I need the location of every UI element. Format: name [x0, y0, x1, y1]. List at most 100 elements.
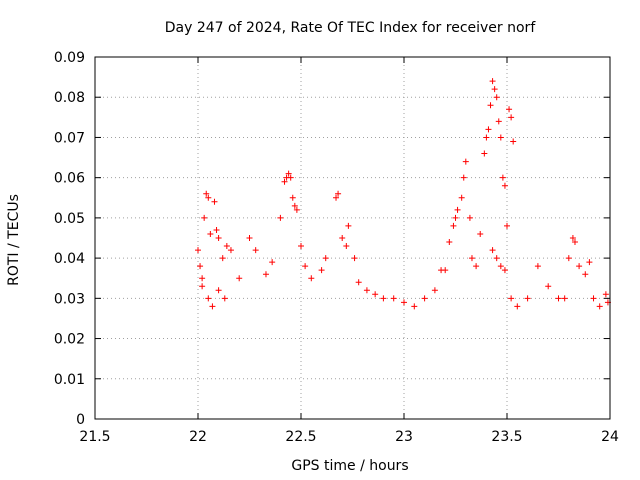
- data-point: [473, 263, 480, 270]
- data-point: [534, 263, 541, 270]
- data-point: [343, 243, 350, 250]
- x-tick-label: 22.5: [285, 429, 316, 445]
- data-point: [201, 214, 208, 221]
- data-point: [205, 295, 212, 302]
- data-point: [466, 214, 473, 221]
- data-point: [195, 247, 201, 254]
- x-tick-label: 21.5: [79, 429, 110, 445]
- data-point: [211, 198, 218, 205]
- data-point: [501, 182, 508, 189]
- y-tick-label: 0.02: [54, 332, 85, 348]
- data-point: [298, 243, 304, 250]
- data-point: [468, 255, 475, 262]
- data-point: [491, 86, 498, 93]
- data-point: [460, 174, 467, 181]
- x-tick-label: 23.5: [491, 429, 522, 445]
- axis-ticks: [94, 56, 611, 420]
- grid-lines: [95, 57, 610, 419]
- data-point: [213, 226, 220, 233]
- data-point: [246, 235, 253, 241]
- data-point: [450, 222, 457, 229]
- data-point: [223, 243, 230, 250]
- data-point: [493, 255, 500, 262]
- chart-title: Day 247 of 2024, Rate Of TEC Index for r…: [165, 20, 537, 36]
- data-point: [545, 283, 552, 290]
- data-point: [262, 271, 269, 278]
- data-point: [481, 150, 488, 157]
- data-point: [372, 291, 379, 298]
- plot-frame: [94, 56, 611, 420]
- data-point: [504, 222, 510, 229]
- data-point: [322, 255, 329, 262]
- data-point: [421, 295, 428, 302]
- y-tick-label: 0.08: [54, 90, 85, 106]
- data-point: [452, 214, 459, 221]
- data-point: [565, 255, 572, 262]
- scatter-points: [195, 78, 611, 310]
- y-axis-label: ROTI / TECUs: [6, 194, 22, 286]
- x-axis-label: GPS time / hours: [291, 458, 408, 474]
- y-tick-label: 0.09: [54, 50, 85, 66]
- data-point: [205, 194, 212, 201]
- data-point: [197, 263, 204, 270]
- tick-labels: 21.5 22 22.5 23 23.5 24 0 0.01 0.02 0.03 0.04 0.05 0…: [54, 50, 619, 445]
- data-point: [582, 271, 589, 278]
- data-point: [495, 118, 502, 125]
- data-point: [590, 295, 597, 302]
- data-point: [252, 247, 259, 254]
- data-point: [199, 283, 206, 290]
- data-point: [602, 291, 609, 298]
- data-point: [524, 295, 531, 302]
- data-point: [302, 263, 309, 270]
- data-point: [489, 247, 496, 254]
- data-point: [291, 202, 298, 209]
- data-point: [462, 158, 469, 165]
- data-point: [221, 295, 228, 302]
- data-point: [339, 235, 346, 241]
- data-point: [207, 230, 214, 237]
- data-point: [510, 138, 517, 145]
- data-point: [215, 287, 222, 294]
- data-point: [458, 194, 465, 201]
- x-tick-label: 24: [601, 429, 619, 445]
- data-point: [497, 134, 504, 141]
- data-point: [483, 134, 490, 141]
- data-point: [390, 295, 397, 302]
- data-point: [501, 267, 508, 274]
- data-point: [497, 263, 504, 270]
- data-point: [485, 126, 492, 133]
- data-point: [199, 275, 206, 282]
- data-point: [493, 94, 500, 101]
- data-point: [596, 303, 603, 310]
- data-point: [555, 295, 562, 302]
- data-point: [489, 78, 496, 85]
- data-point: [446, 239, 453, 246]
- data-point: [477, 230, 484, 237]
- data-point: [285, 170, 292, 177]
- data-point: [586, 259, 593, 266]
- data-point: [281, 178, 288, 185]
- data-point: [499, 174, 506, 181]
- data-point: [442, 267, 449, 274]
- data-point: [293, 206, 300, 213]
- x-tick-label: 23: [395, 429, 413, 445]
- data-point: [209, 303, 216, 310]
- y-tick-label: 0.04: [54, 251, 85, 267]
- data-point: [363, 287, 370, 294]
- y-tick-label: 0.01: [54, 372, 85, 388]
- data-point: [380, 295, 387, 302]
- y-tick-label: 0.06: [54, 171, 85, 187]
- data-point: [227, 247, 234, 254]
- data-point: [277, 214, 284, 221]
- data-point: [203, 190, 210, 197]
- data-point: [335, 190, 342, 197]
- data-point: [351, 255, 358, 262]
- data-point: [308, 275, 315, 282]
- data-point: [508, 295, 515, 302]
- data-point: [514, 303, 521, 310]
- data-point: [487, 102, 494, 109]
- y-tick-label: 0.05: [54, 211, 85, 227]
- data-point: [289, 194, 296, 201]
- data-point: [345, 222, 352, 229]
